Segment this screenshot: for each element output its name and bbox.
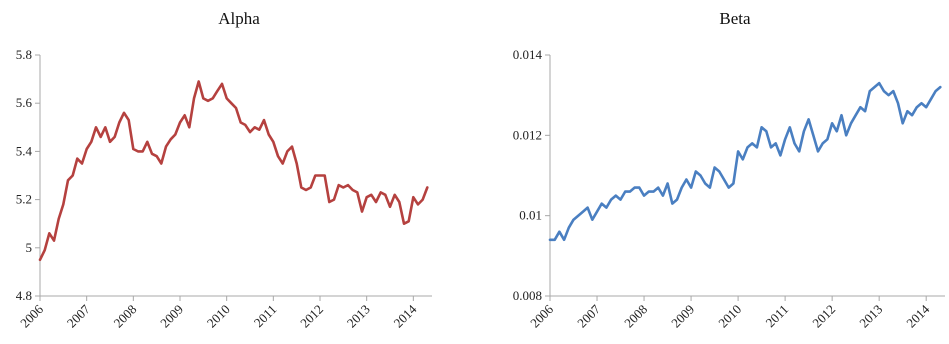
x-tick-label: 2012 xyxy=(297,302,326,331)
x-tick-label: 2009 xyxy=(157,302,186,331)
alpha-series-line xyxy=(38,80,429,262)
x-tick-label: 2009 xyxy=(668,302,697,331)
x-tick-label: 2013 xyxy=(344,302,373,331)
chart-beta-svg: Beta 0.008 0.01 0.012 0.014 2006 2007 2008 2009 2… xyxy=(513,9,945,331)
chart-alpha: Alpha 4.8 5 5.2 5.4 5.6 5.8 2006 2007 2008 2009 201… xyxy=(0,0,470,344)
y-tick-label: 5 xyxy=(26,240,33,255)
x-tick-label: 2010 xyxy=(204,302,233,331)
chart-beta: Beta 0.008 0.01 0.012 0.014 2006 2007 2008 2009 2… xyxy=(480,0,949,344)
y-tick-label: 0.01 xyxy=(519,208,542,223)
y-tick-label: 5.4 xyxy=(16,143,33,158)
x-tick-label: 2010 xyxy=(715,302,744,331)
x-tick-label: 2011 xyxy=(251,302,280,331)
chart-alpha-svg: Alpha 4.8 5 5.2 5.4 5.6 5.8 2006 2007 2008 2009 201… xyxy=(16,9,432,331)
x-tick-label: 2011 xyxy=(763,302,792,331)
chart-title: Alpha xyxy=(218,9,260,28)
y-tick-label: 0.008 xyxy=(513,288,542,303)
chart-title: Beta xyxy=(719,9,751,28)
x-tick-label: 2014 xyxy=(903,301,932,330)
x-tick-label: 2006 xyxy=(527,301,556,330)
x-tick-label: 2008 xyxy=(110,302,139,331)
y-tick-label: 5.8 xyxy=(16,47,32,62)
y-tick-label: 0.012 xyxy=(513,127,542,142)
x-tick-label: 2012 xyxy=(809,302,838,331)
x-tick-label: 2013 xyxy=(856,302,885,331)
x-tick-label: 2007 xyxy=(574,301,603,330)
y-tick-label: 4.8 xyxy=(16,288,32,303)
x-tick-label: 2007 xyxy=(64,301,93,330)
x-tick-label: 2006 xyxy=(17,301,46,330)
y-tick-label: 0.014 xyxy=(513,47,543,62)
beta-series-line xyxy=(548,81,942,242)
x-tick-label: 2008 xyxy=(621,302,650,331)
y-tick-label: 5.6 xyxy=(16,95,33,110)
x-tick-label: 2014 xyxy=(390,301,419,330)
y-tick-label: 5.2 xyxy=(16,192,32,207)
